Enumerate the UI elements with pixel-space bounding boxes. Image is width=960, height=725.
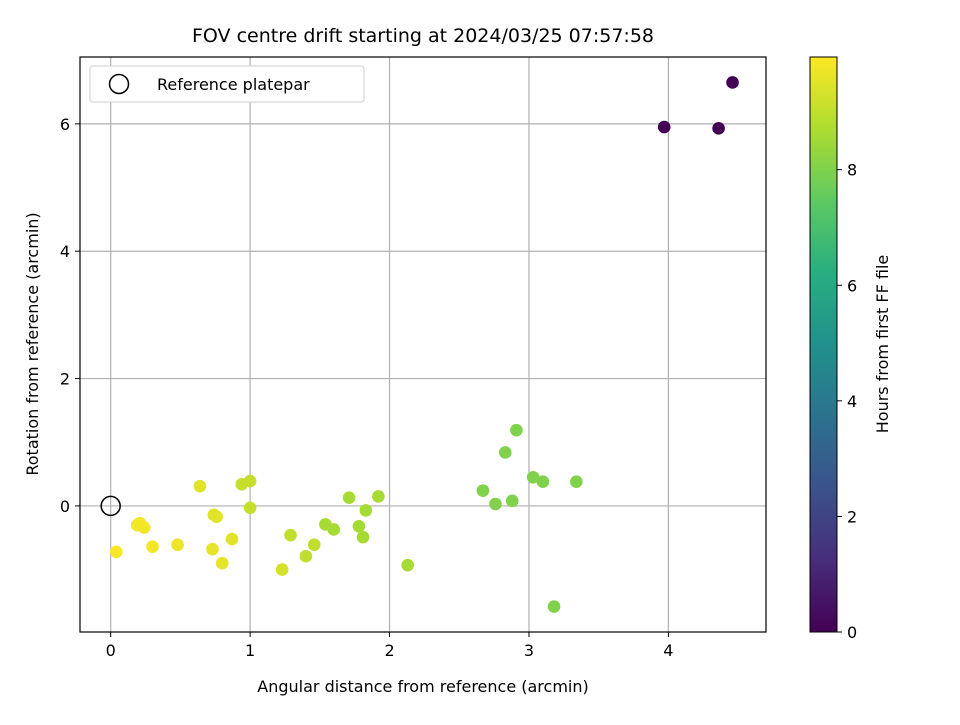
data-point	[547, 600, 561, 613]
y-tick-label: 2	[60, 370, 70, 389]
data-point	[210, 510, 223, 524]
y-tick-label: 6	[60, 115, 70, 134]
colorbar-label: Hours from first FF file	[873, 255, 892, 434]
data-point	[359, 504, 373, 517]
colorbar-tick-label: 0	[847, 623, 857, 642]
y-axis-label: Rotation from reference (arcmin)	[23, 212, 42, 475]
legend-marker-reference	[108, 73, 130, 95]
data-point	[193, 479, 207, 493]
data-points	[109, 76, 739, 613]
data-point	[342, 491, 356, 504]
x-axis-label: Angular distance from reference (arcmin)	[257, 677, 588, 696]
data-point	[171, 538, 184, 552]
colorbar-tick-label: 4	[847, 392, 857, 411]
chart-title: FOV centre drift starting at 2024/03/25 …	[192, 25, 654, 47]
data-point	[526, 470, 540, 484]
reference-marker-group	[100, 495, 121, 517]
data-point	[225, 532, 239, 546]
data-point	[327, 523, 341, 536]
data-point	[299, 549, 313, 563]
data-point	[243, 501, 257, 515]
data-point	[657, 120, 671, 134]
data-point	[206, 542, 219, 556]
y-tick-label: 0	[60, 497, 70, 516]
x-tick-label: 0	[106, 641, 116, 660]
data-point	[498, 446, 512, 459]
legend-box	[89, 65, 365, 103]
colorbar-tick-label: 8	[847, 161, 857, 180]
x-tick-label: 3	[524, 641, 534, 660]
x-tick-label: 1	[245, 641, 255, 660]
data-point	[726, 76, 739, 89]
colorbar-ticks: 0 2 4 6 8	[837, 161, 857, 642]
legend: Reference platepar	[89, 65, 365, 103]
y-axis-ticks: 0 2 4 6	[60, 115, 80, 516]
reference-platepar-marker	[100, 495, 121, 517]
data-point	[352, 519, 366, 533]
data-point	[505, 494, 519, 508]
data-point	[235, 477, 249, 491]
legend-label-reference: Reference platepar	[157, 75, 310, 94]
data-point	[536, 475, 550, 489]
data-point	[284, 528, 297, 542]
data-point	[476, 484, 490, 497]
x-tick-label: 4	[663, 641, 673, 660]
x-axis-ticks: 0 1 2 3 4	[106, 632, 673, 660]
colorbar-gradient	[809, 56, 838, 633]
x-tick-label: 2	[384, 641, 394, 660]
plot-background	[80, 57, 766, 632]
data-point	[275, 563, 289, 576]
colorbar-tick-label: 6	[847, 276, 857, 295]
data-point	[146, 540, 159, 553]
data-point	[510, 423, 523, 437]
data-point	[215, 556, 229, 570]
colorbar: 0 2 4 6 8 Hours from first FF file	[809, 56, 892, 642]
data-point	[109, 545, 123, 559]
data-point	[356, 530, 370, 544]
colorbar-tick-label: 2	[847, 507, 857, 526]
data-point	[489, 497, 502, 511]
data-point	[307, 538, 321, 552]
data-point	[137, 521, 151, 534]
plot-frame	[79, 56, 767, 633]
data-point	[712, 122, 725, 135]
data-point	[372, 490, 385, 503]
data-point	[401, 558, 414, 572]
grid-lines	[80, 57, 766, 632]
data-point	[570, 475, 583, 489]
plot-area	[79, 56, 767, 633]
y-tick-label: 4	[60, 242, 70, 261]
